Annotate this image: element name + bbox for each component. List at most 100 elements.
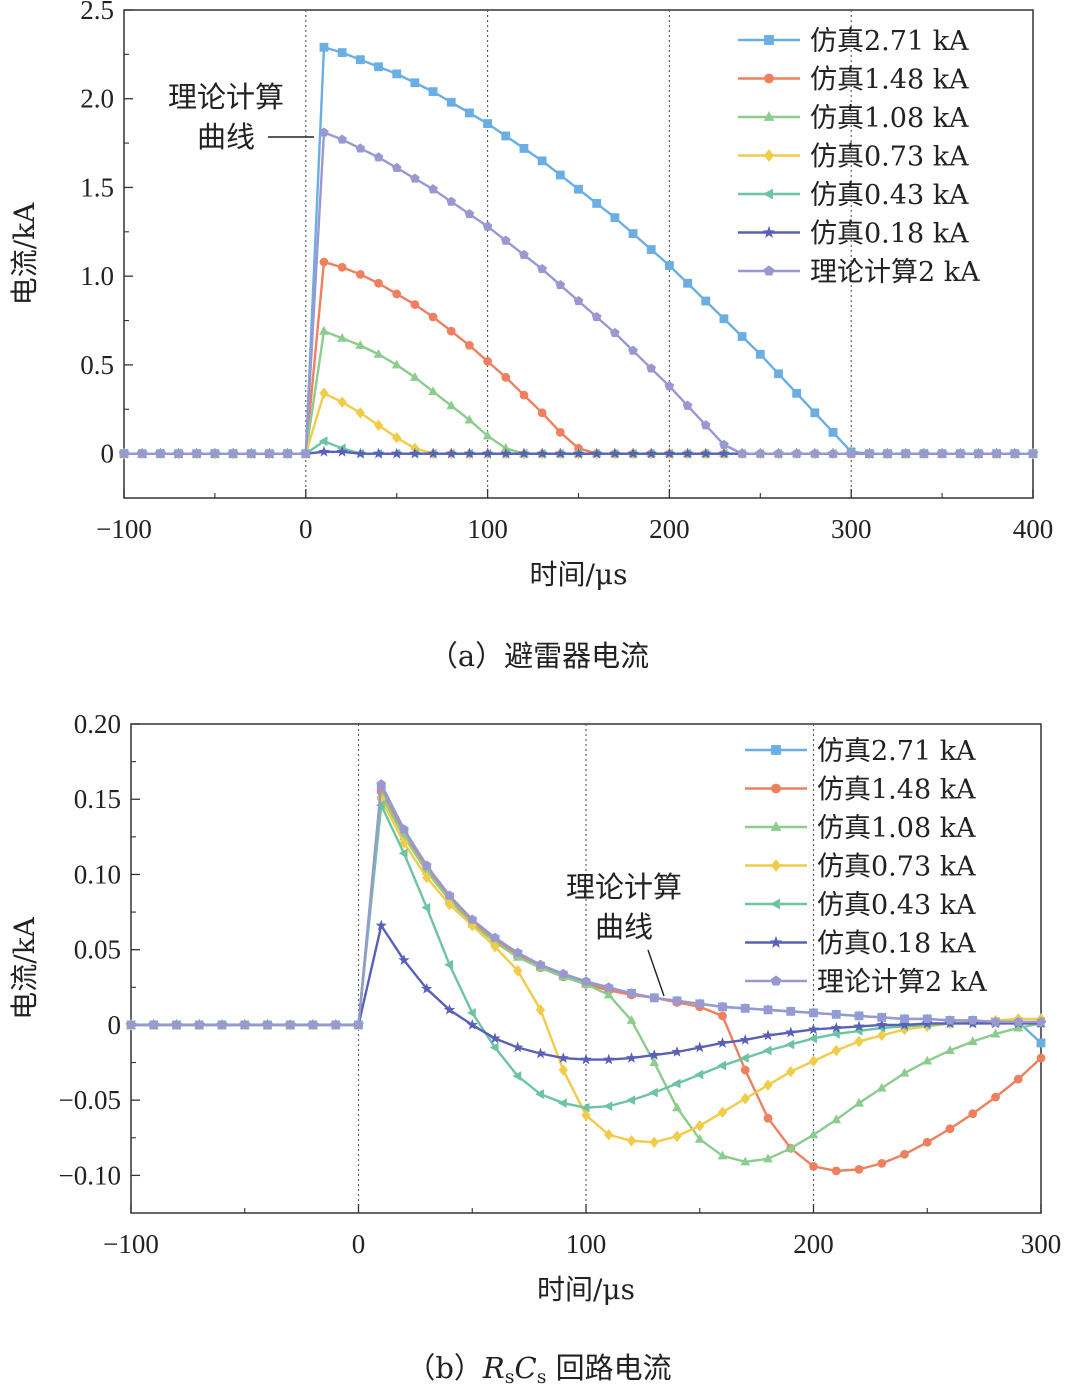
series-2 (119, 325, 1038, 458)
data-point (391, 447, 403, 459)
data-point (991, 448, 1002, 458)
series-6 (119, 127, 1038, 458)
x-tick-label: 400 (1013, 514, 1054, 544)
data-point (831, 1166, 841, 1176)
data-point (464, 414, 475, 424)
data-point (808, 1129, 819, 1139)
annotation-leader (647, 949, 665, 997)
y-tick-label: 1.5 (80, 172, 114, 202)
data-point (318, 445, 330, 457)
data-point (421, 902, 431, 913)
data-point (428, 87, 438, 97)
annotation-text: 曲线 (595, 910, 653, 944)
data-point (467, 919, 477, 932)
data-point (810, 448, 820, 458)
data-point (592, 199, 602, 208)
annotation-text: 曲线 (197, 120, 255, 154)
data-point (410, 78, 420, 88)
data-point (239, 1019, 250, 1030)
data-point (625, 1052, 638, 1063)
data-point (392, 431, 402, 444)
caption-a: （a）避雷器电流 (429, 639, 649, 673)
data-point (922, 1137, 932, 1147)
data-point (810, 408, 820, 418)
legend-label: 仿真0.43 kA (817, 890, 976, 921)
data-point (392, 69, 402, 79)
data-point (626, 988, 637, 998)
data-point (626, 1015, 637, 1024)
legend-marker (771, 745, 781, 755)
data-point (490, 940, 500, 953)
data-point (763, 1113, 773, 1123)
data-point (694, 998, 705, 1008)
data-point (831, 1114, 842, 1124)
data-point (148, 1019, 159, 1030)
x-tick-label: 200 (649, 514, 690, 544)
y-tick-label: −0.10 (59, 1160, 121, 1190)
data-point (646, 363, 657, 373)
data-point (319, 42, 329, 52)
data-point (603, 989, 614, 999)
x-tick-label: 300 (1021, 1229, 1062, 1259)
data-point (399, 824, 409, 834)
data-point (609, 447, 621, 459)
data-point (945, 1124, 955, 1134)
data-point (671, 1078, 681, 1089)
data-point (831, 1044, 841, 1057)
data-point (899, 1013, 910, 1023)
data-point (464, 209, 475, 219)
legend-label: 仿真1.48 kA (810, 65, 969, 96)
data-point (876, 1082, 887, 1092)
data-point (483, 356, 492, 366)
data-point (717, 1001, 728, 1011)
data-point (603, 982, 614, 992)
data-point (763, 1079, 773, 1091)
legend-label: 仿真1.08 kA (817, 813, 976, 844)
data-point (739, 1053, 749, 1063)
data-point (398, 954, 410, 966)
data-point (519, 144, 529, 153)
data-point (791, 448, 802, 458)
data-point (489, 1032, 501, 1044)
data-point (717, 1106, 728, 1118)
data-point (1013, 1074, 1023, 1084)
data-point (937, 448, 947, 458)
annotation-text: 理论计算 (566, 870, 682, 904)
y-tick-label: 0 (101, 439, 115, 469)
data-point (398, 848, 408, 859)
data-point (807, 1023, 820, 1035)
caption-b: （b）RsCs 回路电流 (406, 1351, 671, 1387)
data-point (610, 213, 620, 223)
legend-marker (770, 898, 780, 910)
legend-label: 仿真0.73 kA (810, 142, 969, 173)
x-axis-label: 时间/μs (537, 1273, 635, 1306)
x-tick-label: 0 (299, 514, 313, 544)
data-point (672, 995, 682, 1005)
data-point (501, 372, 511, 382)
legend-label: 仿真2.71 kA (810, 26, 969, 57)
data-point (786, 1065, 796, 1078)
data-point (900, 1149, 909, 1159)
data-point (490, 932, 500, 942)
data-point (762, 1045, 772, 1056)
data-point (649, 1136, 659, 1149)
data-point (990, 1028, 1001, 1038)
data-point (877, 1158, 887, 1168)
data-point (319, 257, 329, 267)
data-point (353, 1019, 364, 1030)
data-point (376, 779, 387, 789)
y-tick-label: 0 (108, 1010, 122, 1040)
data-point (467, 914, 478, 924)
data-point (446, 400, 457, 410)
data-point (391, 162, 402, 173)
data-point (649, 1057, 660, 1067)
legend-label: 仿真1.48 kA (817, 775, 976, 806)
data-point (373, 348, 384, 358)
data-point (519, 249, 529, 259)
data-point (519, 390, 529, 400)
data-point (555, 279, 566, 290)
data-point (854, 1097, 864, 1107)
y-tick-label: 1.0 (80, 261, 114, 291)
legend: 仿真2.71 kA 仿真1.48 kA 仿真1.08 kA 仿真0.73 kA 仿真0.… (745, 736, 987, 998)
